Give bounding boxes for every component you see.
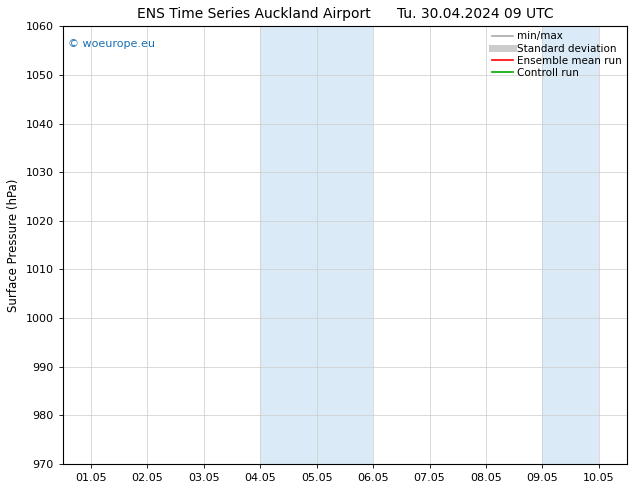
Legend: min/max, Standard deviation, Ensemble mean run, Controll run: min/max, Standard deviation, Ensemble me… (490, 29, 624, 80)
Y-axis label: Surface Pressure (hPa): Surface Pressure (hPa) (7, 178, 20, 312)
Bar (316, 26, 373, 464)
Bar (543, 26, 599, 464)
Text: © woeurope.eu: © woeurope.eu (68, 39, 155, 49)
Bar (260, 26, 316, 464)
Title: ENS Time Series Auckland Airport      Tu. 30.04.2024 09 UTC: ENS Time Series Auckland Airport Tu. 30.… (136, 7, 553, 21)
